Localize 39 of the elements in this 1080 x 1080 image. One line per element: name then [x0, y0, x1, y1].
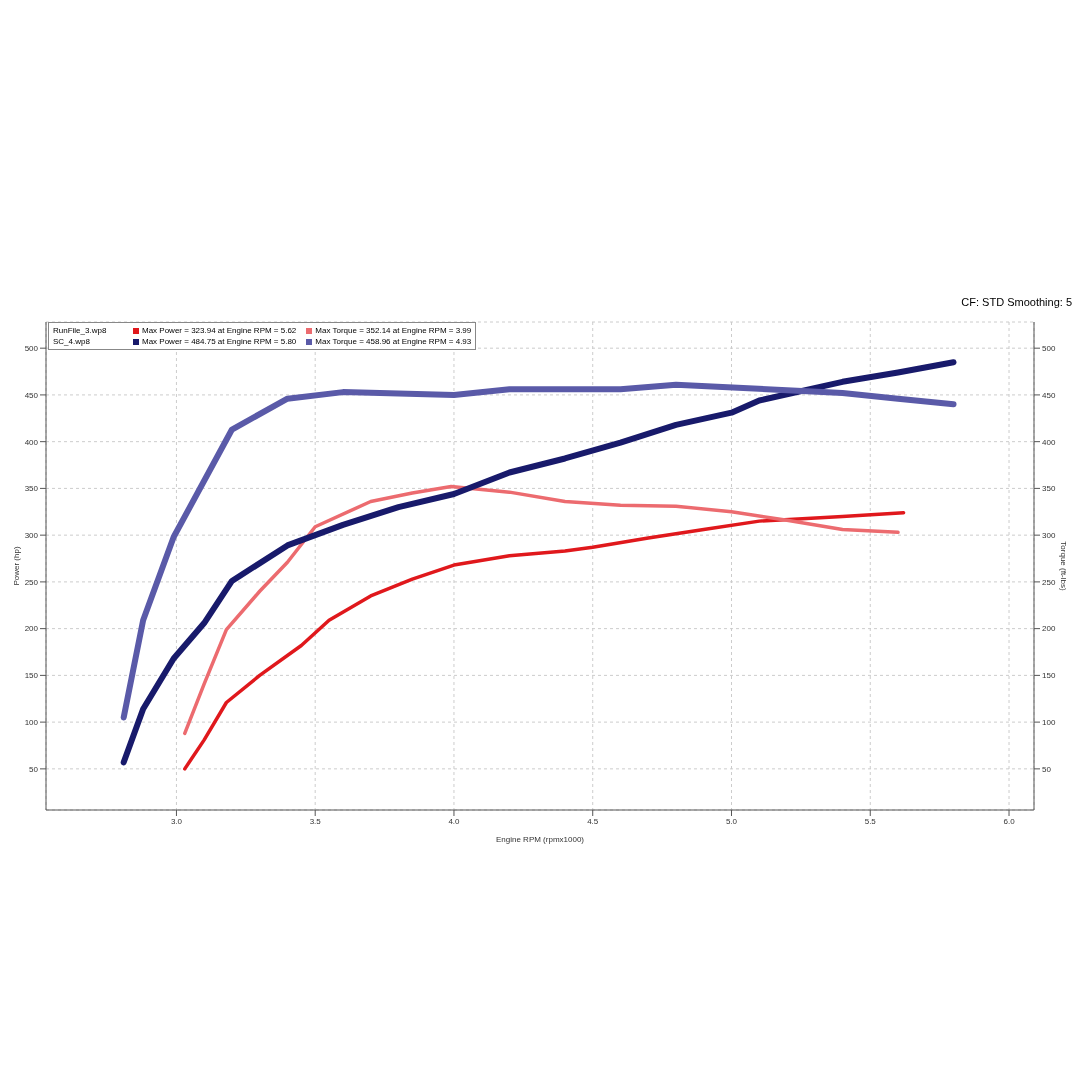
y2-tick-label: 50: [1042, 764, 1052, 774]
annotation: RunFile_3.wp8: [53, 325, 108, 336]
y-tick-label: 300: [24, 530, 39, 540]
y2-axis-title: Torque (ft-lbs): [1059, 541, 1069, 591]
y2-tick-label: 250: [1042, 577, 1056, 587]
y-tick-label: 500: [24, 344, 39, 354]
y-tick-label: 50: [29, 764, 39, 774]
y2-tick-label: 400: [1042, 437, 1056, 447]
y-tick-label: 250: [24, 577, 39, 587]
y2-tick-label: 500: [1042, 344, 1056, 354]
x-tick-label: 4.5: [587, 816, 599, 826]
x-tick-label: 6.0: [1003, 816, 1016, 826]
y-tick-label: 350: [24, 484, 39, 494]
x-tick-label: 3.5: [309, 816, 322, 826]
legend-label: Max Power = 484.75 at Engine RPM = 5.80: [141, 336, 297, 347]
y2-tick-label: 100: [1042, 717, 1056, 727]
y2-tick-label: 300: [1042, 530, 1056, 540]
y2-tick-label: 450: [1042, 390, 1056, 400]
line-series: [183, 510, 906, 771]
x-tick-label: 3.0: [170, 816, 183, 826]
y-tick-label: 450: [24, 390, 39, 400]
y-tick-label: 400: [24, 437, 39, 447]
y-tick-label: 100: [24, 717, 39, 727]
y2-tick-label: 350: [1042, 484, 1056, 494]
legend-label: Max Power = 323.94 at Engine RPM = 5.62: [141, 325, 297, 336]
legend-label: Max Torque = 352.14 at Engine RPM = 3.99: [314, 325, 472, 336]
x-tick-label: 5.5: [864, 816, 877, 826]
y2-tick-label: 150: [1042, 671, 1056, 681]
y-tick-label: 150: [24, 671, 39, 681]
x-tick-label: 4.0: [448, 816, 461, 826]
y2-tick-label: 200: [1042, 624, 1056, 634]
y-tick-label: 200: [24, 624, 39, 634]
line-series: [183, 484, 900, 736]
x-tick-label: 5.0: [725, 816, 738, 826]
annotation: SC_4.wp8: [53, 336, 91, 347]
x-axis-title: Engine RPM (rpmx1000): [495, 835, 585, 844]
legend-label: Max Torque = 458.96 at Engine RPM = 4.93: [314, 336, 472, 347]
y-axis-title: Power (hp): [11, 546, 21, 586]
text: CF: STD Smoothing: 5: [960, 296, 1072, 308]
